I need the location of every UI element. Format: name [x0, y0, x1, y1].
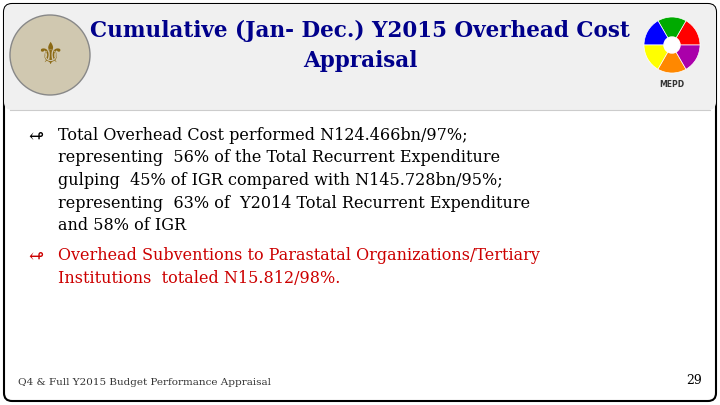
Circle shape: [10, 15, 90, 95]
FancyBboxPatch shape: [4, 4, 716, 110]
Text: representing  63% of  Y2014 Total Recurrent Expenditure: representing 63% of Y2014 Total Recurren…: [58, 194, 530, 211]
Wedge shape: [644, 45, 672, 69]
Wedge shape: [672, 45, 700, 69]
Text: ↫: ↫: [28, 247, 43, 266]
Wedge shape: [658, 17, 686, 45]
Circle shape: [664, 37, 680, 53]
Text: 29: 29: [686, 374, 702, 387]
Text: Total Overhead Cost performed N124.466bn/97%;: Total Overhead Cost performed N124.466bn…: [58, 127, 467, 144]
Text: gulping  45% of IGR compared with N145.728bn/95%;: gulping 45% of IGR compared with N145.72…: [58, 172, 503, 189]
Text: MEPD: MEPD: [660, 80, 685, 89]
Text: Appraisal: Appraisal: [303, 50, 417, 72]
Text: ⚜: ⚜: [36, 40, 63, 70]
Text: Q4 & Full Y2015 Budget Performance Appraisal: Q4 & Full Y2015 Budget Performance Appra…: [18, 378, 271, 387]
Text: representing  56% of the Total Recurrent Expenditure: representing 56% of the Total Recurrent …: [58, 149, 500, 166]
Text: Overhead Subventions to Parastatal Organizations/Tertiary: Overhead Subventions to Parastatal Organ…: [58, 247, 540, 264]
Text: and 58% of IGR: and 58% of IGR: [58, 217, 186, 234]
FancyBboxPatch shape: [4, 4, 716, 401]
Wedge shape: [658, 45, 686, 73]
Text: Cumulative (Jan- Dec.) Y2015 Overhead Cost: Cumulative (Jan- Dec.) Y2015 Overhead Co…: [90, 20, 630, 42]
Wedge shape: [672, 21, 700, 45]
Text: Institutions  totaled N15.812/98%.: Institutions totaled N15.812/98%.: [58, 270, 341, 287]
Wedge shape: [644, 21, 672, 45]
Text: ↫: ↫: [28, 127, 43, 145]
